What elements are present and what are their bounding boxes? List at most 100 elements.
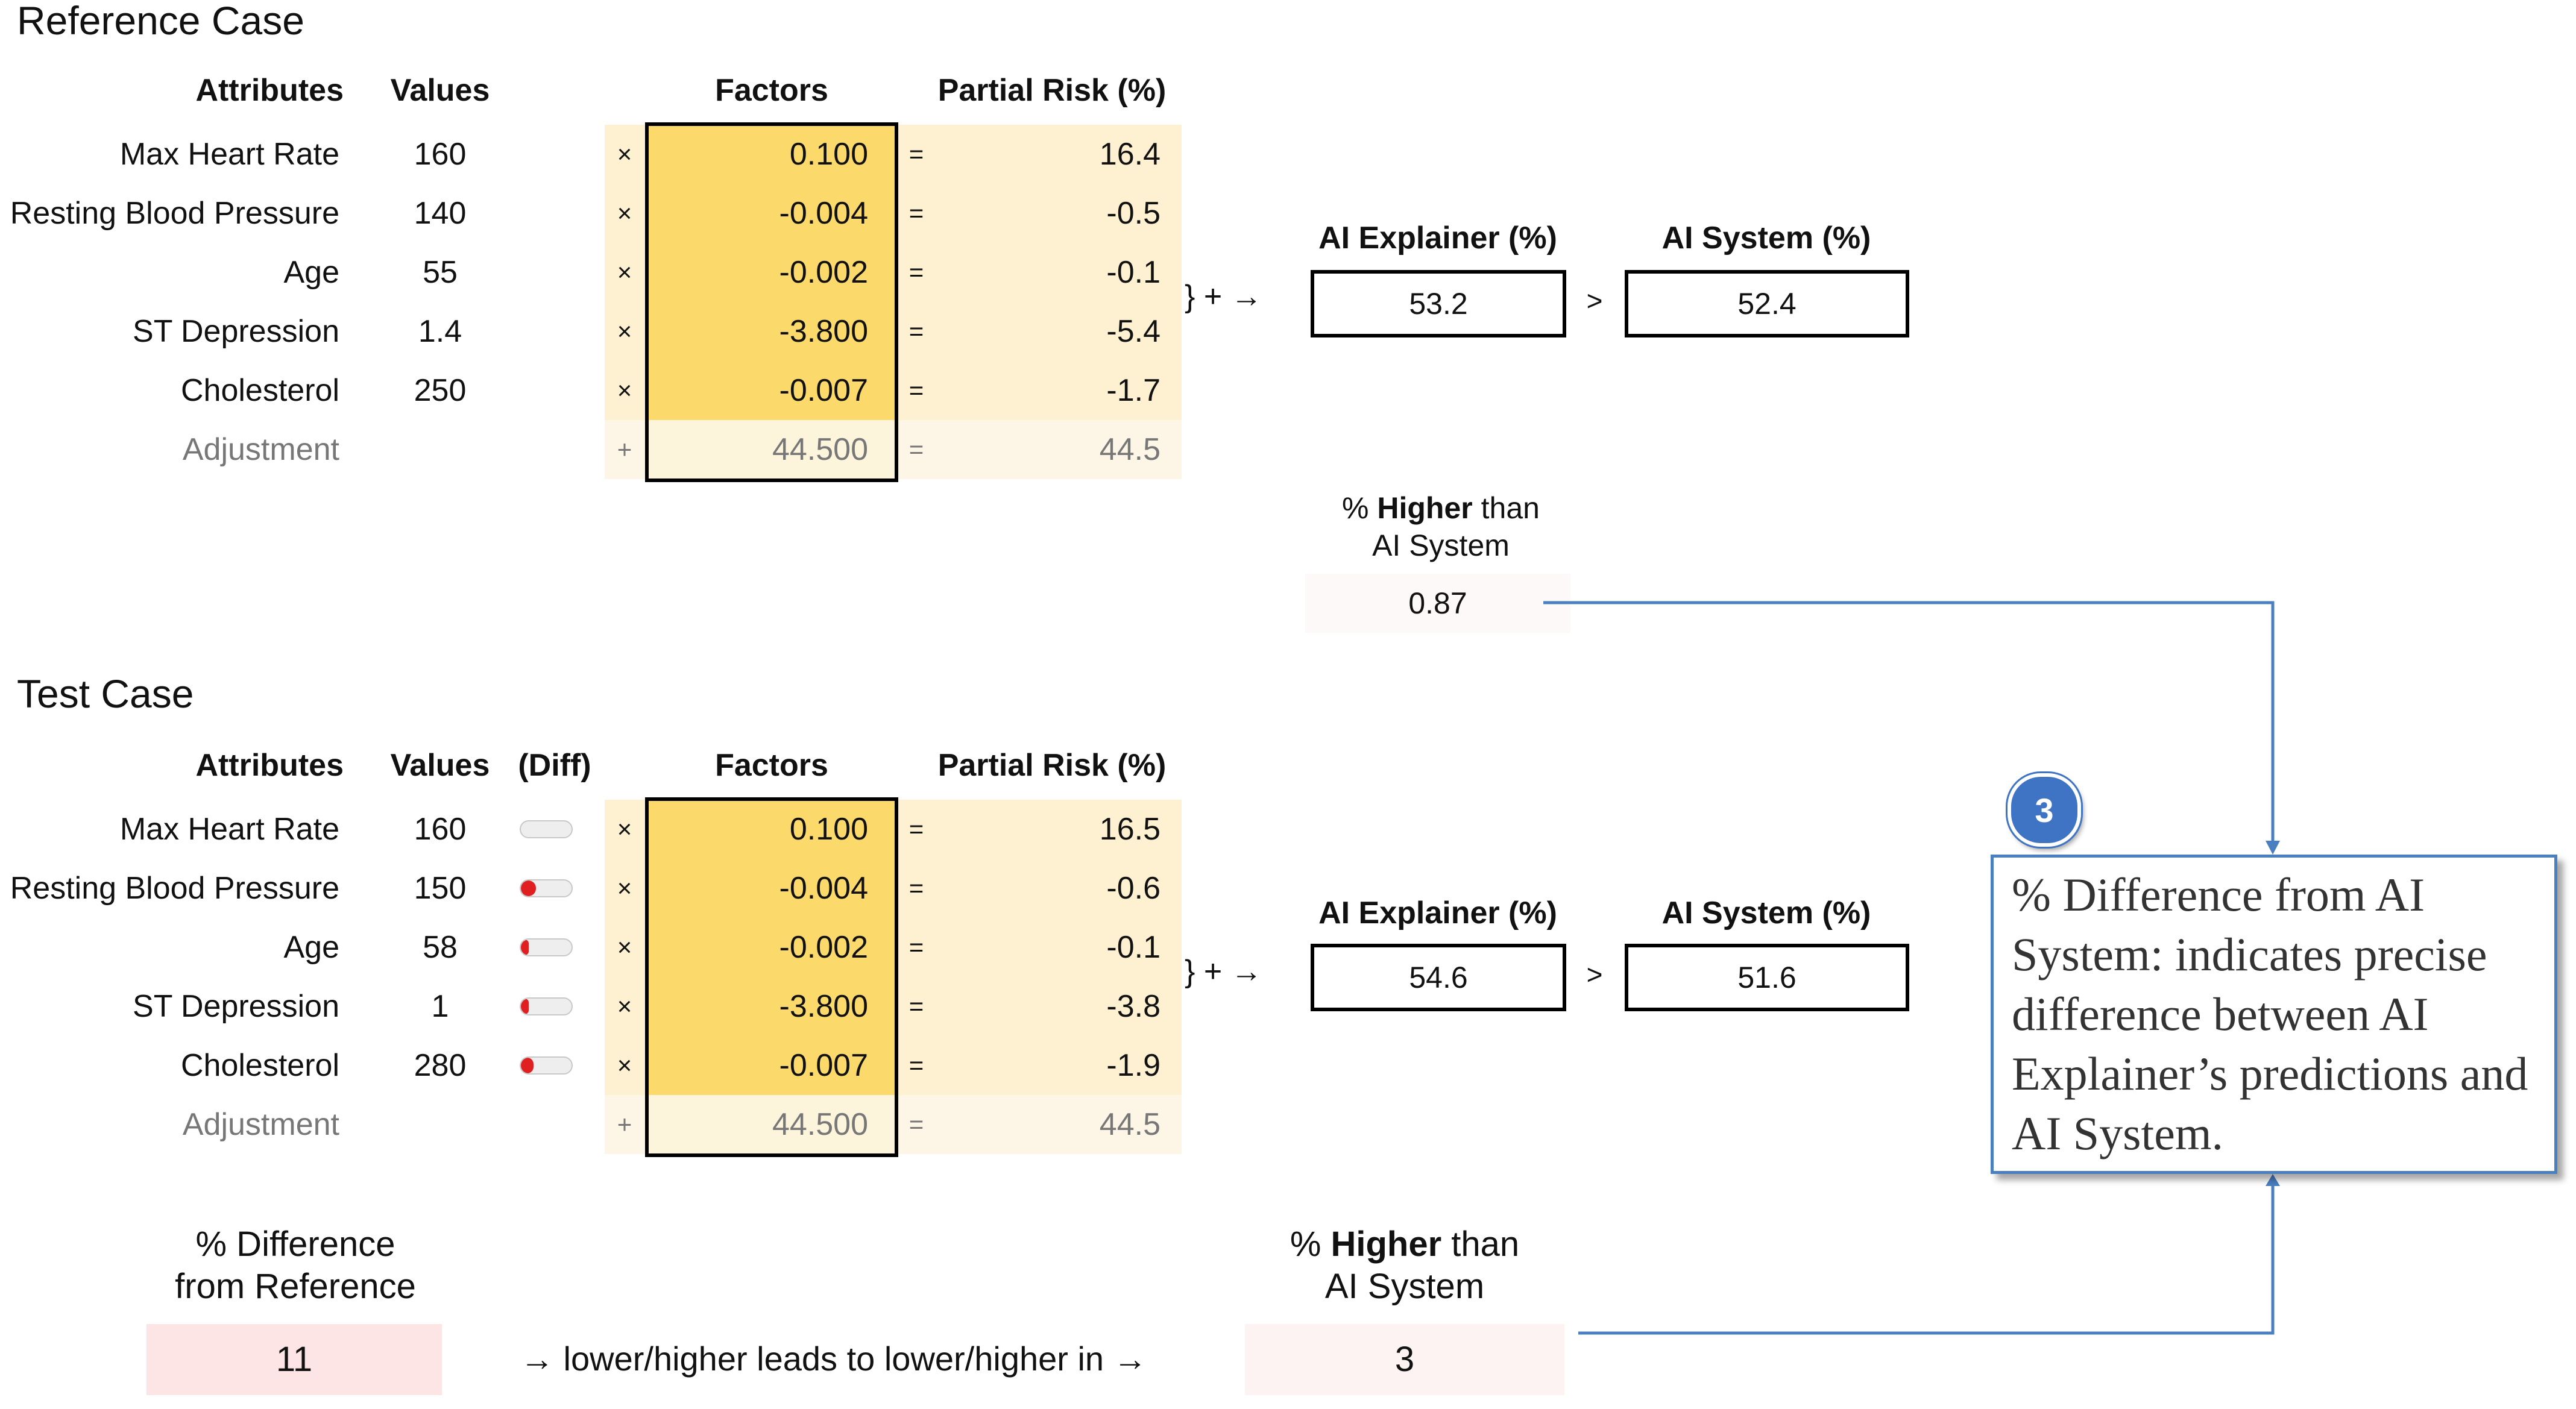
test-factor-value: -3.800 [779,989,868,1024]
reference-header-attributes: Attributes [195,73,344,108]
test-factor-value: -0.004 [779,871,868,906]
reference-equals-symbol: = [909,199,924,227]
reference-op-adjustment-bg [605,420,645,479]
test-diff-indicator [520,938,573,956]
reference-header-values: Values [390,73,490,108]
reference-equals-symbol: = [909,140,924,168]
reference-multiply-symbol: × [617,199,632,227]
test-partial-risk-value: -0.1 [1106,930,1160,965]
test-partial-risk-value: 16.5 [1099,812,1160,847]
reference-factor-value: -0.002 [779,255,868,290]
test-equals-symbol: = [909,815,924,843]
connector-top-arrowhead [2266,841,2280,855]
test-multiply-symbol: × [617,933,632,961]
test-attribute-label: Resting Blood Pressure [10,871,339,906]
test-factors-adjustment-bg [645,1095,898,1154]
test-adjustment-eq: = [909,1110,924,1138]
test-factor-value: -0.002 [779,930,868,965]
test-diff-fill [521,880,537,896]
diff-from-reference-value: 11 [276,1340,313,1379]
test-adjustment-partial: 44.5 [1099,1107,1160,1142]
test-factors-frame [645,797,898,1157]
test-attribute-label: Age [283,930,339,965]
annotation-note: % Difference from AI System: indicates p… [1991,855,2557,1174]
test-op-adjustment-bg [605,1095,645,1154]
reference-attribute-label: Age [283,255,339,290]
reference-attribute-value: 250 [414,373,467,408]
reference-system-value: 52.4 [1625,270,1909,337]
test-diff-fill [521,1058,534,1073]
test-attribute-label: ST Depression [133,989,339,1024]
test-attribute-value: 1 [431,989,449,1024]
reference-attribute-value: 140 [414,196,467,231]
reference-adjustment-eq: = [909,435,924,463]
reference-higher-label-rest: than [1472,491,1540,525]
test-equals-symbol: = [909,933,924,961]
reference-explainer-value: 53.2 [1311,270,1566,337]
test-attribute-label: Max Heart Rate [119,812,339,847]
reference-attribute-value: 160 [414,137,467,172]
reference-header-factors: Factors [715,73,828,108]
test-attribute-value: 58 [423,930,458,965]
test-multiply-symbol: × [617,1051,632,1079]
reference-partial-risk-value: -0.1 [1106,255,1160,290]
reference-partial-risk-value: -5.4 [1106,314,1160,349]
test-compare-symbol: > [1586,959,1603,990]
reference-multiply-symbol: × [617,140,632,168]
test-header-diff: (Diff) [518,748,591,783]
reference-compare-symbol: > [1586,285,1603,316]
diff-from-reference-label-line1: % Difference [195,1225,395,1264]
test-partial-adjustment-bg [898,1095,1182,1154]
test-system-label: AI System (%) [1661,896,1871,930]
diff-from-reference-label-line2: from Reference [175,1267,416,1306]
test-higher-value: 3 [1394,1340,1415,1379]
test-diff-fill [521,940,529,955]
reference-attribute-value: 1.4 [418,314,462,349]
test-header-factors: Factors [715,748,828,783]
lower-higher-arrow-text: → lower/higher leads to lower/higher in … [520,1340,1147,1378]
reference-higher-value: 0.87 [1408,586,1467,620]
reference-partial-risk-value: 16.4 [1099,137,1160,172]
diff-from-reference-bg [146,1324,442,1395]
test-factors-bg [645,800,898,1095]
connector-bottom-line [1578,1182,2275,1335]
test-equals-symbol: = [909,874,924,902]
test-explainer-value: 54.6 [1311,944,1566,1011]
reference-attribute-label: ST Depression [133,314,339,349]
test-adjustment-op: + [617,1110,632,1138]
reference-factors-frame [645,122,898,482]
test-header-attributes: Attributes [195,748,344,783]
test-higher-label-pct: % [1290,1225,1331,1264]
test-adjustment-factor: 44.500 [772,1107,868,1142]
reference-adjustment-partial: 44.5 [1099,432,1160,467]
reference-explainer-label: AI Explainer (%) [1318,221,1557,256]
test-attribute-value: 150 [414,871,467,906]
annotation-badge: 3 [2008,773,2081,847]
test-diff-indicator [520,820,573,838]
reference-higher-value-bg [1305,574,1570,633]
test-equals-symbol: = [909,992,924,1020]
diff-from-reference-label: % Difference from Reference [121,1223,470,1308]
reference-attribute-label: Max Heart Rate [119,137,339,172]
reference-higher-label-line2: AI System [1372,529,1510,562]
reference-attribute-label: Resting Blood Pressure [10,196,339,231]
reference-factor-value: 0.100 [789,137,868,172]
reference-multiply-symbol: × [617,317,632,345]
connector-top-line [1543,601,2275,844]
test-multiply-symbol: × [617,992,632,1020]
test-factor-value: -0.007 [779,1048,868,1083]
test-higher-label-rest: than [1441,1225,1520,1264]
test-attribute-value: 160 [414,812,467,847]
reference-partial-risk-value: -0.5 [1106,196,1160,231]
reference-header-partial-risk: Partial Risk (%) [937,73,1167,108]
reference-partial-risk-value: -1.7 [1106,373,1160,408]
reference-attribute-label: Cholesterol [180,373,339,408]
test-system-value: 51.6 [1625,944,1909,1011]
reference-sum-symbol: } + → [1185,279,1262,314]
test-multiply-symbol: × [617,815,632,843]
test-equals-symbol: = [909,1051,924,1079]
test-case-title: Test Case [17,671,194,716]
test-partial-risk-value: -1.9 [1106,1048,1160,1083]
reference-attribute-value: 55 [423,255,458,290]
